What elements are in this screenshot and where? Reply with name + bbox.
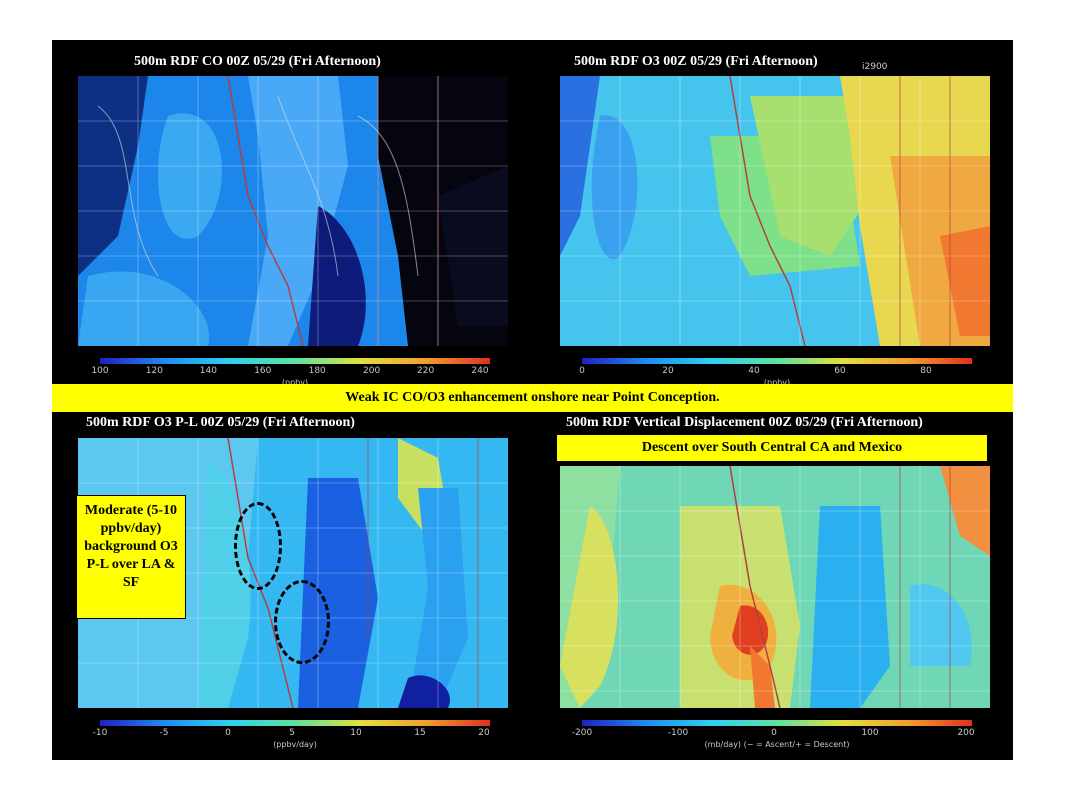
- panel-title-vd: 500m RDF Vertical Displacement 00Z 05/29…: [566, 415, 923, 430]
- colorbar-tick: 200: [957, 728, 975, 738]
- summary-banner: Weak IC CO/O3 enhancement onshore near P…: [52, 384, 1013, 412]
- colorbar-tick: 15: [414, 728, 426, 738]
- colorbar-unit: (ppbv/day): [273, 740, 317, 749]
- slide: 500m RDF CO 00Z 05/29 (Fri Afternoon): [52, 40, 1013, 760]
- colorbar-tick: 5: [289, 728, 295, 738]
- map-o3: [560, 76, 990, 346]
- colorbar-tick: 100: [91, 366, 109, 376]
- colorbar-tick: -200: [571, 728, 593, 738]
- colorbar-tick: 0: [771, 728, 777, 738]
- colorbar-tick: 20: [478, 728, 490, 738]
- panel-title-o3pl: 500m RDF O3 P-L 00Z 05/29 (Fri Afternoon…: [86, 415, 355, 430]
- map-vd: [560, 466, 990, 708]
- colorbar-tick: 240: [471, 366, 489, 376]
- descent-callout: Descent over South Central CA and Mexico: [556, 434, 988, 462]
- panel-title-co: 500m RDF CO 00Z 05/29 (Fri Afternoon): [134, 54, 381, 69]
- colorbar-tick: 200: [363, 366, 381, 376]
- colorbar-tick: -5: [159, 728, 169, 738]
- colorbar-tick: 160: [254, 366, 272, 376]
- colorbar-tick: 180: [308, 366, 326, 376]
- colorbar-tick: -10: [92, 728, 108, 738]
- colorbar-unit: (ppbv): [281, 378, 309, 387]
- note-callout: Moderate (5-10 ppbv/day) background O3 P…: [76, 495, 186, 619]
- colorbar-unit: (mb/day) (− = Ascent/+ = Descent): [704, 740, 850, 749]
- colorbar-tick: 220: [417, 366, 435, 376]
- colorbar-vd: -200 -100 0 100 200 (mb/day) (− = Ascent…: [572, 720, 987, 760]
- colorbar-o3: 0 20 40 60 80 (ppbv): [579, 358, 987, 398]
- colorbar-tick: 0: [225, 728, 231, 738]
- map-co: [78, 76, 508, 346]
- colorbar-tick: 10: [350, 728, 362, 738]
- colorbar-tick: 120: [145, 366, 163, 376]
- colorbar-tick: 140: [199, 366, 217, 376]
- colorbar-tick: 100: [861, 728, 879, 738]
- colorbar-tick: 60: [834, 366, 846, 376]
- colorbar-tick: -100: [667, 728, 689, 738]
- colorbar-o3pl: -10 -5 0 5 10 15 20 (ppbv/day): [93, 720, 505, 760]
- colorbar-tick: 20: [662, 366, 674, 376]
- panel-title-o3: 500m RDF O3 00Z 05/29 (Fri Afternoon): [574, 54, 818, 69]
- colorbar-unit: (ppbv): [763, 378, 791, 387]
- colorbar-co: 100 120 140 160 180 200 220 240 (ppbv): [91, 358, 505, 398]
- colorbar-tick: 0: [579, 366, 585, 376]
- highlight-circle-la: [274, 580, 330, 664]
- colorbar-tick: 80: [920, 366, 932, 376]
- map-label: i2900: [862, 62, 888, 72]
- colorbar-tick: 40: [748, 366, 760, 376]
- highlight-circle-sf: [234, 502, 282, 590]
